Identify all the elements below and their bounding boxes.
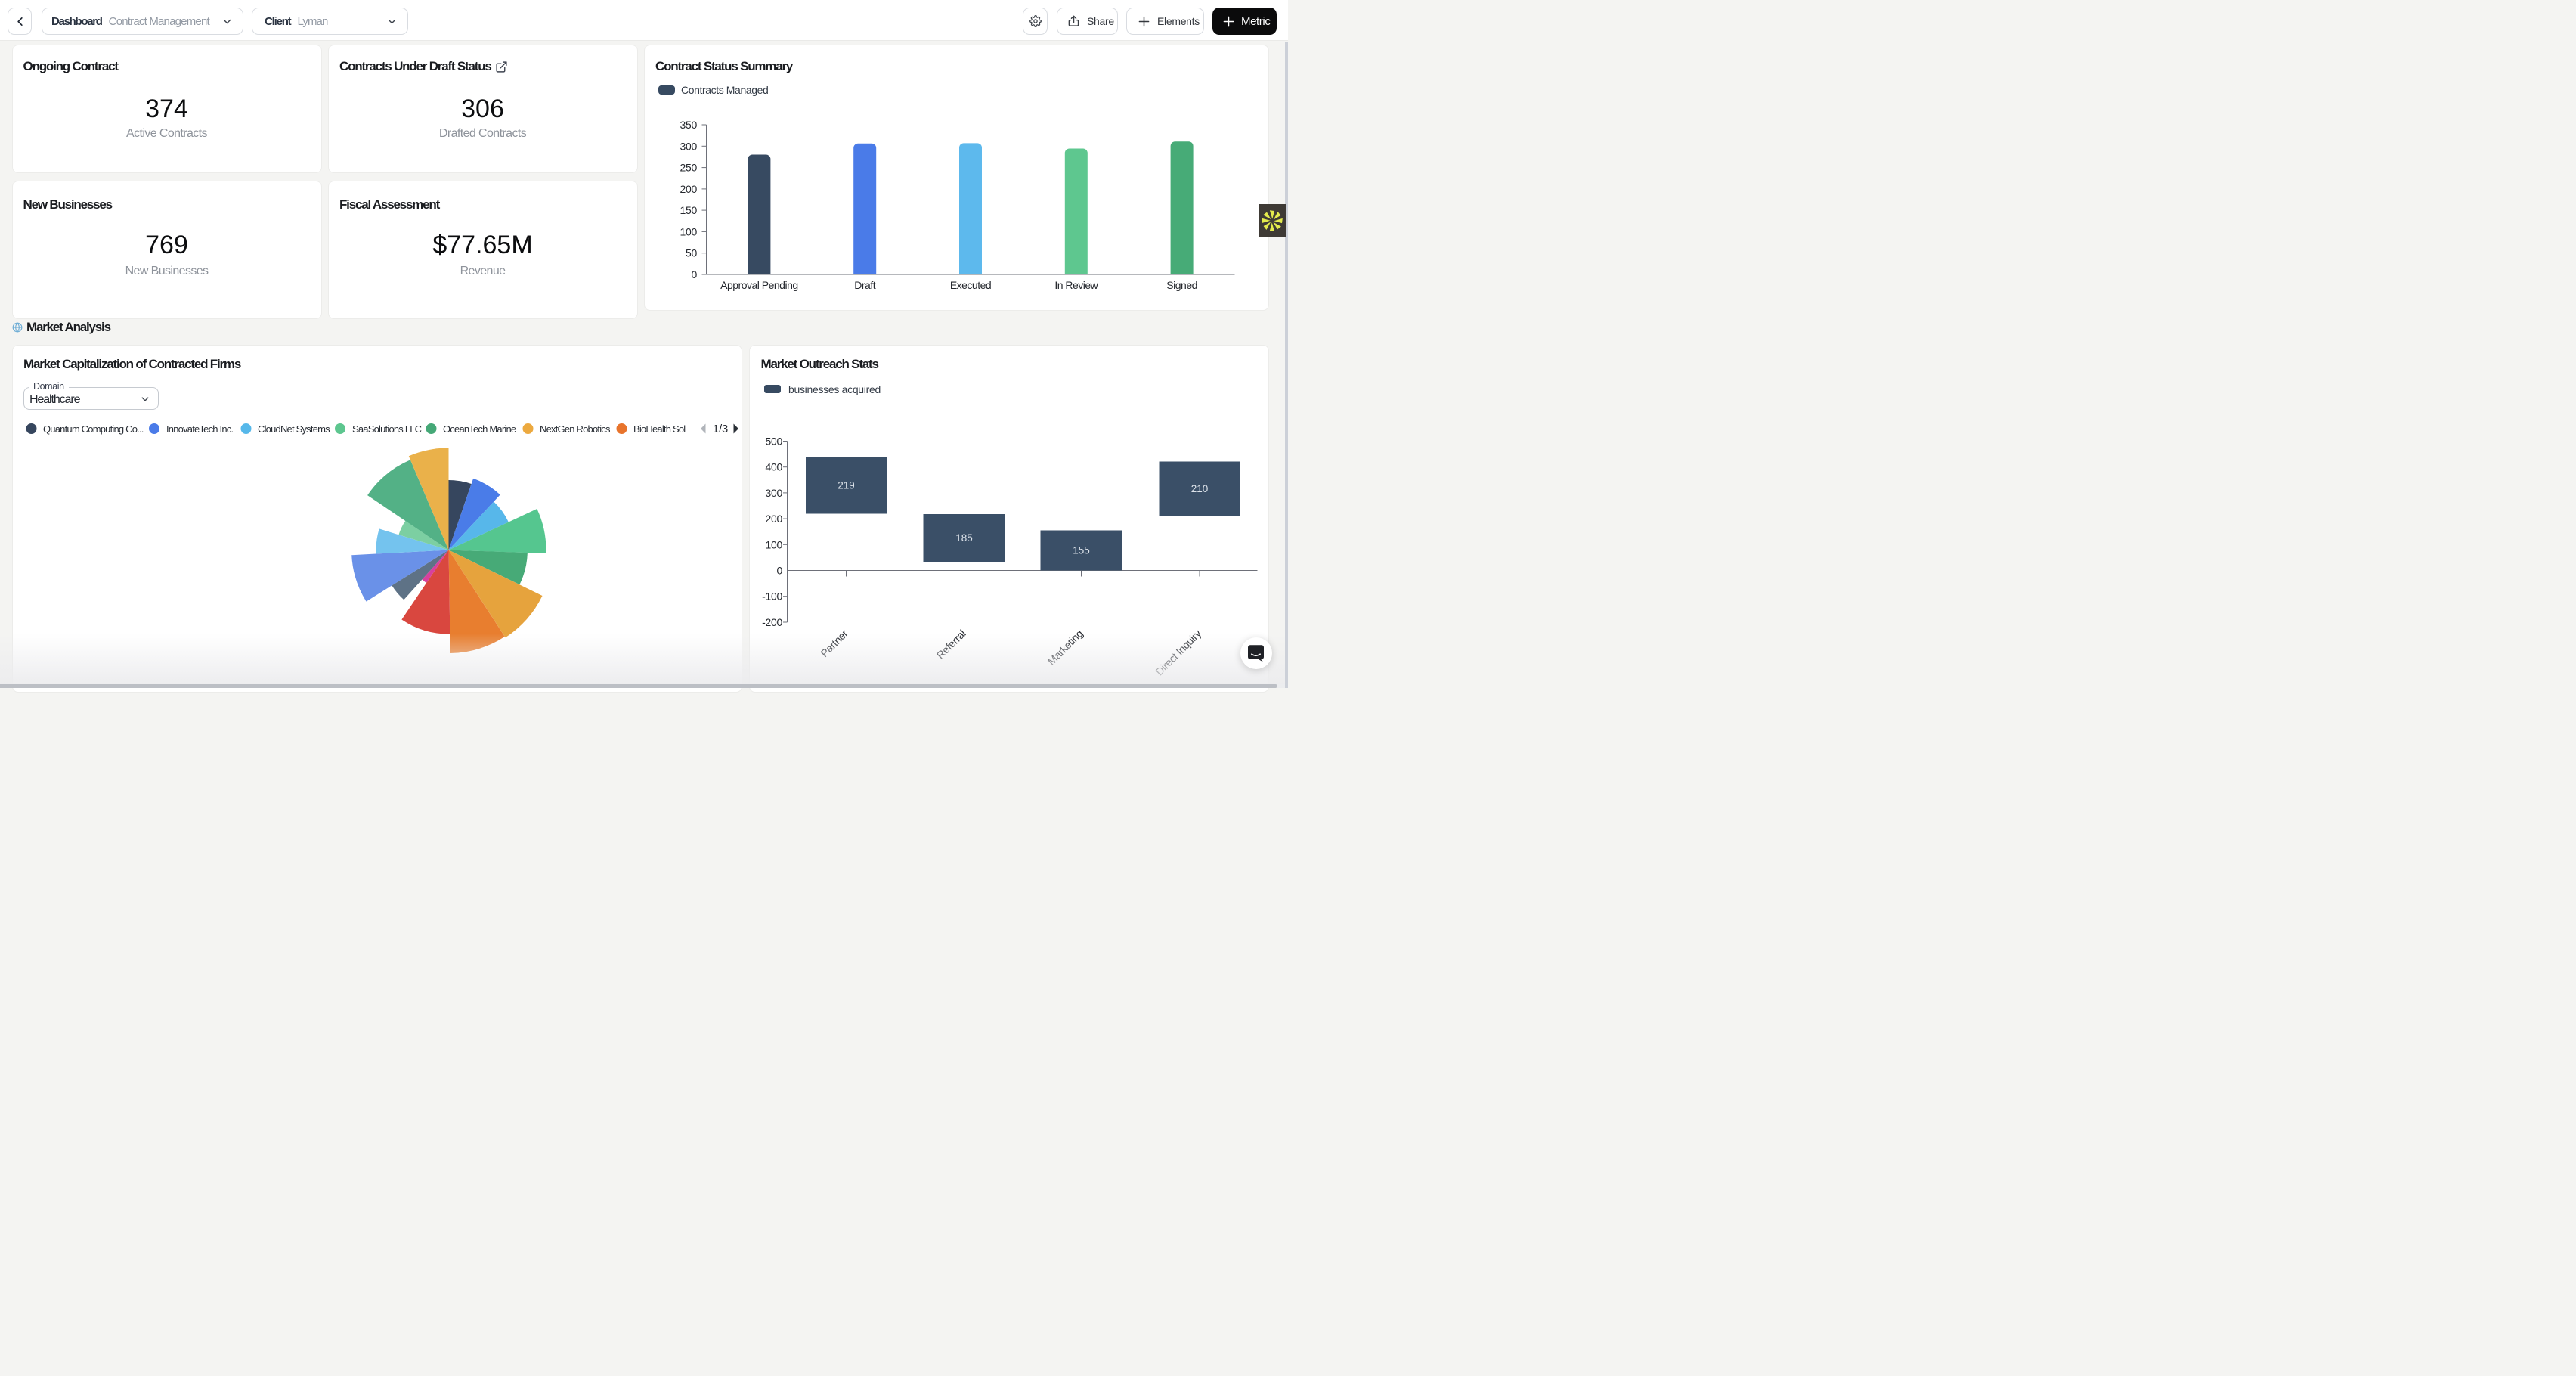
svg-text:210: 210 bbox=[1191, 483, 1209, 494]
svg-text:Executed: Executed bbox=[949, 279, 990, 291]
svg-text:In Review: In Review bbox=[1054, 279, 1098, 291]
svg-text:219: 219 bbox=[838, 479, 855, 491]
svg-text:50: 50 bbox=[686, 247, 697, 259]
svg-text:100: 100 bbox=[766, 538, 783, 550]
svg-text:OceanTech Marine: OceanTech Marine bbox=[443, 423, 516, 435]
svg-text:350: 350 bbox=[680, 119, 697, 131]
svg-text:100: 100 bbox=[680, 225, 697, 237]
svg-text:0: 0 bbox=[777, 564, 783, 576]
svg-text:300: 300 bbox=[766, 486, 783, 498]
svg-text:150: 150 bbox=[680, 204, 697, 216]
svg-text:NextGen Robotics: NextGen Robotics bbox=[540, 423, 611, 435]
svg-text:200: 200 bbox=[766, 513, 783, 525]
svg-text:Approval Pending: Approval Pending bbox=[720, 279, 798, 291]
svg-text:BioHealth Sol: BioHealth Sol bbox=[633, 423, 686, 435]
svg-text:InnovateTech Inc.: InnovateTech Inc. bbox=[166, 423, 233, 435]
svg-text:1/3: 1/3 bbox=[713, 423, 728, 435]
svg-text:250: 250 bbox=[680, 162, 697, 174]
svg-text:Draft: Draft bbox=[854, 279, 875, 291]
svg-text:185: 185 bbox=[955, 532, 973, 544]
svg-text:-100: -100 bbox=[762, 590, 782, 602]
svg-text:300: 300 bbox=[680, 140, 697, 152]
svg-text:Quantum Computing Co...: Quantum Computing Co... bbox=[43, 423, 144, 435]
svg-text:500: 500 bbox=[766, 435, 783, 447]
svg-text:200: 200 bbox=[680, 183, 697, 195]
svg-text:0: 0 bbox=[691, 268, 697, 280]
svg-text:-200: -200 bbox=[762, 616, 782, 628]
svg-text:400: 400 bbox=[766, 460, 783, 473]
svg-text:Signed: Signed bbox=[1166, 279, 1197, 291]
svg-text:CloudNet Systems: CloudNet Systems bbox=[258, 423, 330, 435]
svg-text:SaaSolutions LLC: SaaSolutions LLC bbox=[352, 423, 422, 435]
svg-text:155: 155 bbox=[1073, 544, 1090, 556]
